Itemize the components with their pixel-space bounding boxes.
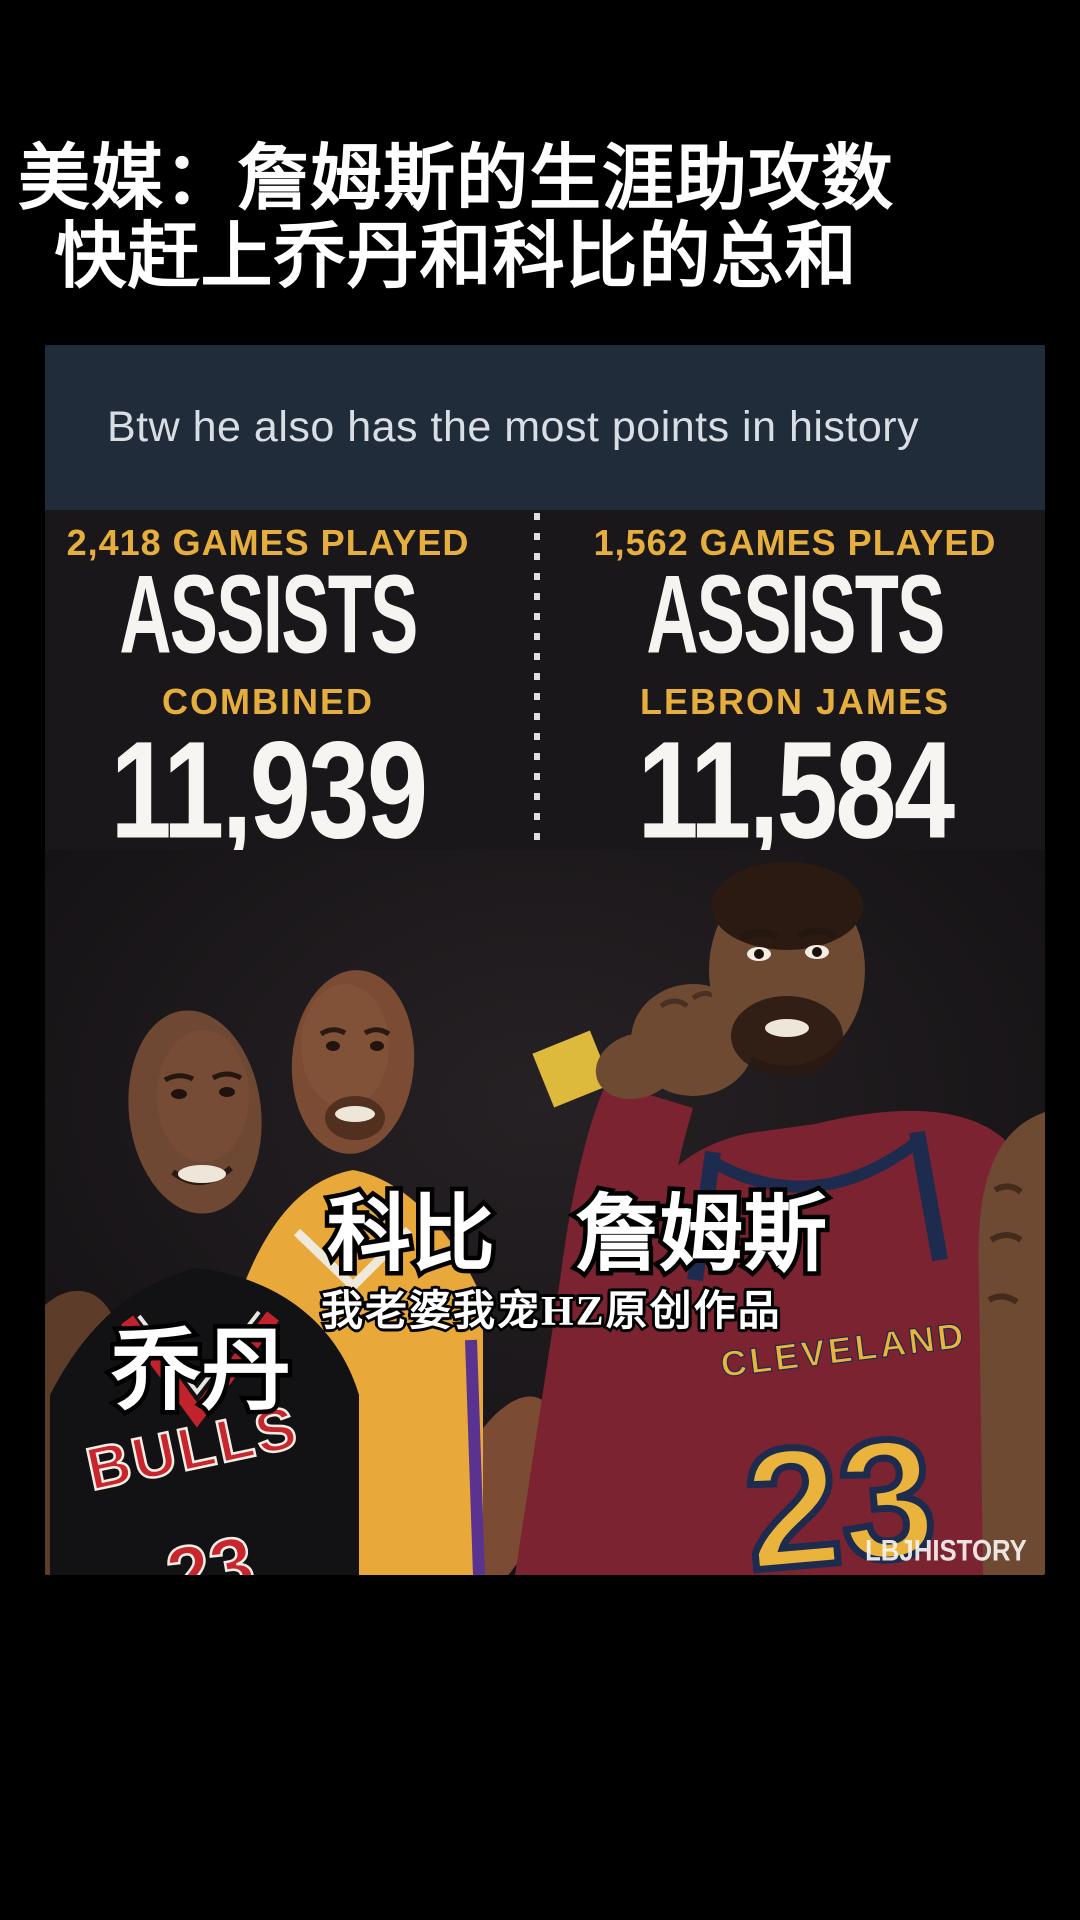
infographic-poster: Btw he also has the most points in histo…	[45, 345, 1045, 1575]
jordan-figure: BULLS 23	[45, 1010, 359, 1575]
stat-title-right: ASSISTS	[646, 552, 945, 678]
games-played-combined: 2,418 GAMES PLAYED	[66, 522, 470, 563]
headline: 美媒：詹姆斯的生涯助攻数 快赶上乔丹和科比的总和	[0, 140, 912, 296]
assists-value-combined: 11,939	[110, 713, 428, 868]
dotted-divider	[534, 513, 540, 1153]
games-played-lebron: 1,562 GAMES PLAYED	[593, 522, 997, 563]
lebron-name-label: 詹姆斯	[570, 1185, 831, 1287]
stat-title-left: ASSISTS	[119, 552, 418, 678]
headline-line2: 快赶上乔丹和科比的总和	[54, 217, 858, 297]
headline-line1: 美媒：詹姆斯的生涯助攻数	[17, 139, 894, 219]
creator-watermark: 我老婆我宠HZ原创作品	[319, 1287, 783, 1338]
stats-column-lebron: 1,562 GAMES PLAYED ASSISTS LEBRON JAMES …	[545, 510, 1045, 868]
stat-sublabel-combined: COMBINED	[162, 681, 374, 722]
lebron-jersey-number: 23	[737, 1401, 942, 1575]
stat-sublabel-lebron: LEBRON JAMES	[639, 681, 951, 722]
stats-column-combined: 2,418 GAMES PLAYED ASSISTS COMBINED 11,9…	[45, 510, 491, 868]
kobe-name-label: 科比	[322, 1185, 499, 1287]
lebron-figure: CLEVELAND 23	[515, 862, 1045, 1575]
credit-watermark: LBJHISTORY	[865, 1534, 1027, 1567]
jordan-name-label: 乔丹	[107, 1318, 296, 1426]
poster-caption: Btw he also has the most points in histo…	[107, 403, 920, 451]
players-photo-montage: BULLS 23	[45, 850, 1045, 1575]
assists-value-lebron: 11,584	[637, 713, 955, 868]
jordan-jersey-number: 23	[160, 1519, 261, 1575]
poster-header-band: Btw he also has the most points in histo…	[45, 345, 1045, 510]
